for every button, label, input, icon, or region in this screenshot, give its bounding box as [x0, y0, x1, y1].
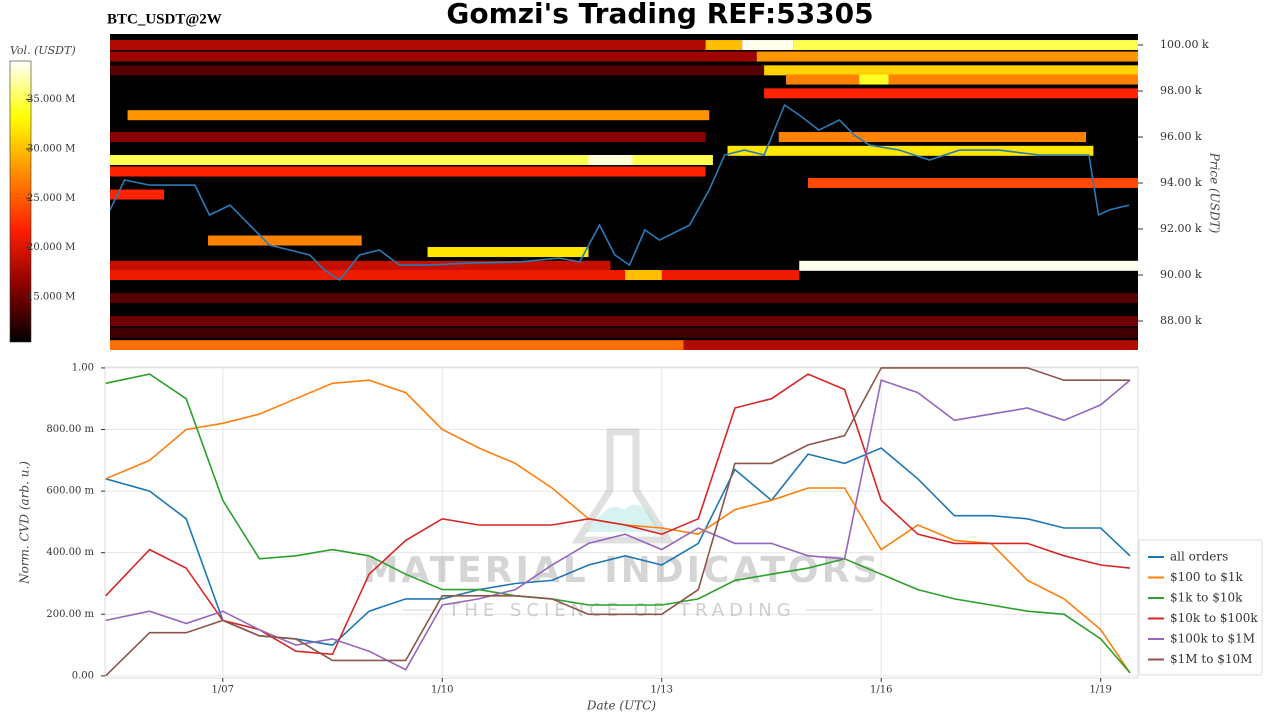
legend-box [1138, 539, 1263, 676]
heatmap-cell [110, 316, 1138, 327]
heatmap-cell [110, 327, 1138, 338]
heatmap-cell [756, 51, 1138, 62]
heatmap-cell [110, 51, 757, 62]
heatmap-cells [110, 40, 1138, 350]
heatmap-cell [110, 293, 1138, 304]
x-tick-label: 1/13 [651, 685, 673, 696]
y-tick-label: 94.00 k [1160, 176, 1202, 189]
heatmap-cell [859, 74, 889, 85]
heatmap-cell [127, 110, 710, 121]
x-tick-label: 1/16 [870, 685, 892, 696]
heatmap-cell [110, 260, 611, 271]
page-title: Gomzi's Trading REF:53305 [446, 0, 873, 30]
y-tick-label: 92.00 k [1160, 222, 1202, 235]
heatmap-cell [110, 40, 706, 51]
legend-label: $100k to $1M [1170, 632, 1255, 646]
heatmap-cell [110, 65, 765, 76]
heatmap-cell [110, 340, 684, 350]
heatmap-cell [110, 189, 165, 200]
heatmap-cell [786, 74, 1138, 85]
legend-label: $100 to $1k [1170, 570, 1243, 584]
colorbar-tick-label: 35.000 M [27, 94, 75, 105]
y-tick-label: 100.00 k [1160, 38, 1209, 51]
series-line [105, 373, 1131, 674]
heatmap-cell [625, 270, 662, 281]
heatmap-cell [588, 155, 633, 166]
y-tick-label: 400.00 m [46, 547, 94, 558]
y-tick-label: 96.00 k [1160, 130, 1202, 143]
y-tick-label: 88.00 k [1160, 314, 1202, 327]
price-line [110, 103, 1130, 282]
heatmap-cell [110, 155, 713, 166]
y-tick-label: 200.00 m [46, 609, 94, 620]
x-tick-label: 1/07 [212, 685, 234, 696]
y-tick-label: 600.00 m [46, 486, 94, 497]
colorbar-tick-label: 15.000 M [27, 292, 75, 303]
y-tick-label: 800.00 m [46, 424, 94, 435]
watermark-flask [571, 428, 675, 544]
watermark-flask-liquid [586, 504, 660, 532]
heatmap-cell [208, 235, 362, 246]
colorbar-tick-label: 25.000 M [27, 193, 75, 204]
colorbar-tick-label: 30.000 M [27, 143, 75, 154]
heatmap-cell [705, 40, 743, 51]
heatmap-cell [793, 40, 1138, 51]
y-axis-label: Price (USDT) [1208, 152, 1222, 234]
legend-label: $1M to $10M [1170, 652, 1252, 666]
heatmap-cell [808, 178, 1138, 189]
heatmap-cell [110, 270, 800, 281]
heatmap-cell [110, 166, 706, 177]
heatmap-cell [764, 88, 1138, 99]
y-tick-label: 1.00 [72, 362, 94, 373]
x-tick-label: 1/10 [431, 685, 453, 696]
heatmap-cell [799, 260, 1138, 271]
y-axis-label: Norm. CVD (arb. u.) [18, 461, 32, 585]
series-line [105, 367, 1130, 677]
x-tick-label: 1/19 [1089, 685, 1111, 696]
heatmap-cell [683, 340, 1138, 350]
colorbar-label: Vol. (USDT) [10, 44, 76, 57]
heatmap-cell [427, 247, 589, 258]
colorbar-tick-label: 20.000 M [27, 242, 75, 253]
colorbar [9, 60, 32, 343]
legend-label: $1k to $10k [1170, 591, 1243, 605]
y-tick-label: 0.00 [72, 670, 94, 681]
series-line [105, 373, 1131, 656]
x-axis-label: Date (UTC) [586, 699, 656, 713]
watermark-tagline: THE SCIENCE OF TRADING [447, 600, 795, 621]
heatmap-cell [110, 132, 706, 143]
legend-label: $10k to $100k [1170, 611, 1258, 625]
heatmap-cell [727, 145, 1094, 156]
series-line [105, 379, 1131, 671]
heatmap-cell [764, 65, 1138, 76]
heatmap-cell [778, 132, 1087, 143]
heatmap-cell [742, 40, 794, 51]
legend-label: all orders [1170, 550, 1228, 564]
y-tick-label: 90.00 k [1160, 268, 1202, 281]
y-tick-label: 98.00 k [1160, 84, 1202, 97]
symbol-label: BTC_USDT@2W [107, 11, 222, 27]
